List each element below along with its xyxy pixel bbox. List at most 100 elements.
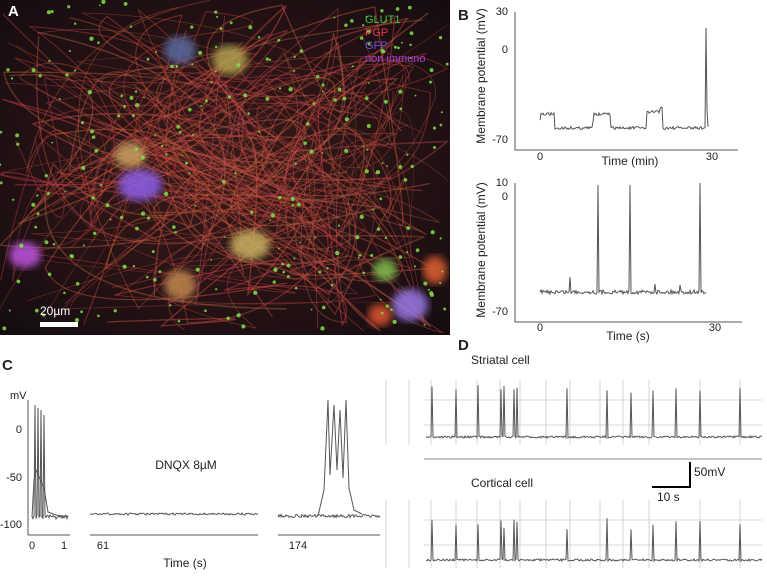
puncta [380,311,384,315]
puncta [65,73,69,77]
puncta [214,70,217,73]
puncta [80,121,85,125]
fiber [93,72,413,269]
fiber [156,30,436,276]
puncta [359,214,364,220]
puncta [379,197,383,201]
puncta [50,9,54,14]
fiber [90,7,339,243]
puncta [364,169,369,174]
puncta [117,114,121,118]
legend-entry: GLUT1 [365,14,400,26]
puncta [19,243,24,248]
fiber [152,188,364,332]
panel-label: A [8,3,19,20]
puncta [31,68,36,73]
puncta [187,107,192,112]
puncta [303,141,307,146]
puncta [93,231,97,236]
axis [514,12,738,151]
micrograph [0,0,450,335]
puncta [390,308,393,311]
puncta [278,87,282,90]
puncta [395,7,400,11]
puncta [384,236,388,240]
puncta [0,130,3,134]
cell [392,289,428,321]
puncta [393,45,397,49]
puncta [290,197,295,201]
puncta [52,243,56,246]
puncta [227,95,232,99]
puncta [364,96,369,101]
y-axis-label: Membrane potential (mV) [474,182,488,317]
fiber [68,24,448,311]
puncta [16,279,21,284]
puncta [430,230,435,235]
puncta [409,31,414,36]
fiber [2,60,403,252]
puncta [75,282,80,286]
cell [423,256,447,284]
puncta [427,288,430,291]
fiber [76,57,449,249]
puncta [2,326,7,331]
panel-label: C [2,357,13,374]
y-tick-label: 10 [496,177,508,189]
y-tick-label: -70 [492,134,508,146]
puncta [293,55,296,59]
puncta [365,15,368,18]
puncta [15,133,20,138]
fiber [77,6,316,310]
puncta [330,283,334,287]
puncta [333,16,336,19]
puncta [58,97,61,100]
puncta [214,10,218,14]
puncta [335,250,340,256]
puncta [299,49,304,53]
voltage-trace [89,512,259,516]
scale-label: 10 s [657,490,680,504]
puncta [386,165,389,167]
puncta [309,149,314,154]
scale-bar [40,322,78,327]
puncta [443,307,447,311]
puncta [281,262,284,266]
puncta [366,148,369,151]
puncta [294,286,298,290]
puncta [315,74,320,79]
puncta [344,117,349,122]
puncta [123,1,128,6]
puncta [321,90,324,93]
puncta [439,237,442,240]
puncta [409,43,412,47]
puncta [429,80,432,84]
puncta [99,184,103,187]
scale-bar [652,462,691,488]
fiber [24,104,297,294]
y-unit: mV [10,390,27,402]
puncta [381,162,384,165]
fiber [142,4,391,181]
puncta [320,326,325,331]
puncta [257,36,261,39]
puncta [423,281,428,286]
puncta [253,290,258,295]
puncta [258,130,261,133]
puncta [82,244,85,247]
puncta [429,68,434,73]
puncta [178,130,182,134]
y-tick-label: -50 [6,472,22,484]
puncta [129,95,134,100]
x-tick-label: 0 [537,322,543,334]
fiber [98,15,394,280]
puncta [184,161,188,165]
puncta [74,318,80,323]
fiber [210,57,362,323]
puncta [294,162,297,166]
scale-label: 20µm [40,304,70,318]
puncta [350,19,354,23]
cell [164,36,196,64]
puncta [424,323,426,326]
